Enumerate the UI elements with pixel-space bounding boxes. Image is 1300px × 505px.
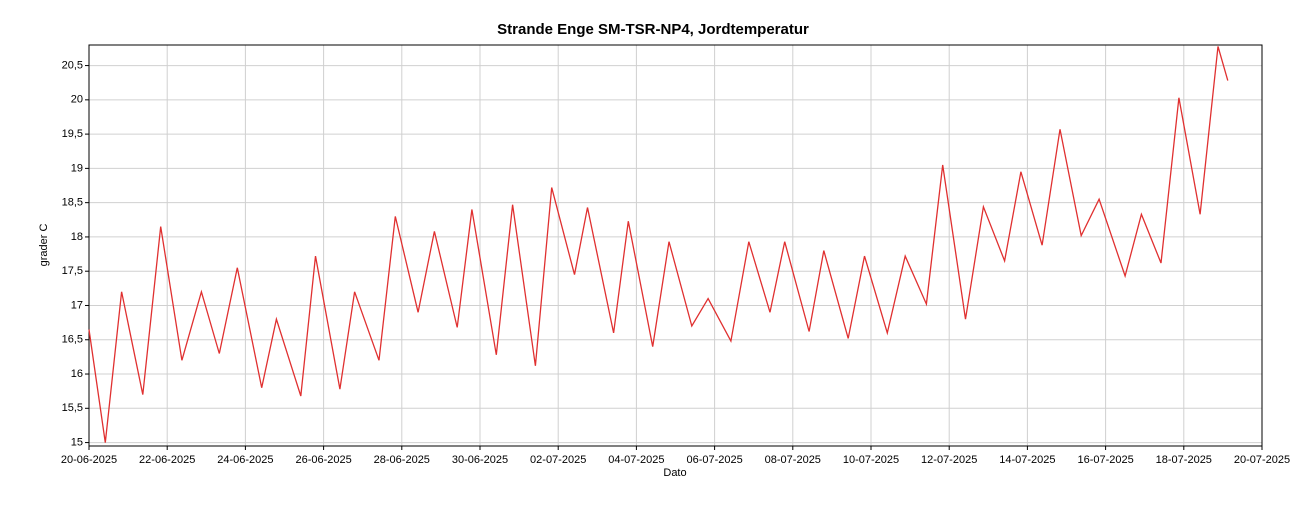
y-tick-label: 20 bbox=[71, 94, 83, 106]
x-tick-label: 12-07-2025 bbox=[921, 454, 977, 466]
y-tick-label: 19,5 bbox=[62, 128, 83, 140]
y-tick-label: 18 bbox=[71, 231, 83, 243]
x-tick-label: 26-06-2025 bbox=[295, 454, 351, 466]
y-tick-label: 17 bbox=[71, 299, 83, 311]
plot-frame bbox=[88, 44, 1263, 447]
x-tick-label: 02-07-2025 bbox=[530, 454, 586, 466]
y-tick-label: 15,5 bbox=[62, 402, 83, 414]
x-tick-label: 20-06-2025 bbox=[61, 454, 117, 466]
x-tick-label: 24-06-2025 bbox=[217, 454, 273, 466]
y-tick-label: 17,5 bbox=[62, 265, 83, 277]
x-axis-label: Dato bbox=[663, 467, 686, 479]
x-tick-label: 10-07-2025 bbox=[843, 454, 899, 466]
y-tick-label: 16,5 bbox=[62, 334, 83, 346]
y-tick-label: 15 bbox=[71, 436, 83, 448]
x-tick-label: 28-06-2025 bbox=[374, 454, 430, 466]
x-tick-label: 08-07-2025 bbox=[765, 454, 821, 466]
x-tick-label: 16-07-2025 bbox=[1077, 454, 1133, 466]
x-tick-label: 30-06-2025 bbox=[452, 454, 508, 466]
y-tick-label: 18,5 bbox=[62, 197, 83, 209]
y-axis-label: grader C bbox=[38, 224, 50, 267]
x-tick-label: 22-06-2025 bbox=[139, 454, 195, 466]
y-tick-label: 16 bbox=[71, 368, 83, 380]
x-tick-label: 18-07-2025 bbox=[1156, 454, 1212, 466]
x-tick-label: 20-07-2025 bbox=[1234, 454, 1290, 466]
data-line bbox=[88, 46, 1229, 443]
y-tick-label: 20,5 bbox=[62, 59, 83, 71]
x-tick-label: 14-07-2025 bbox=[999, 454, 1055, 466]
chart-title: Strande Enge SM-TSR-NP4, Jordtemperatur bbox=[497, 21, 809, 38]
y-tick-label: 19 bbox=[71, 162, 83, 174]
x-tick-label: 04-07-2025 bbox=[608, 454, 664, 466]
x-tick-label: 06-07-2025 bbox=[686, 454, 742, 466]
